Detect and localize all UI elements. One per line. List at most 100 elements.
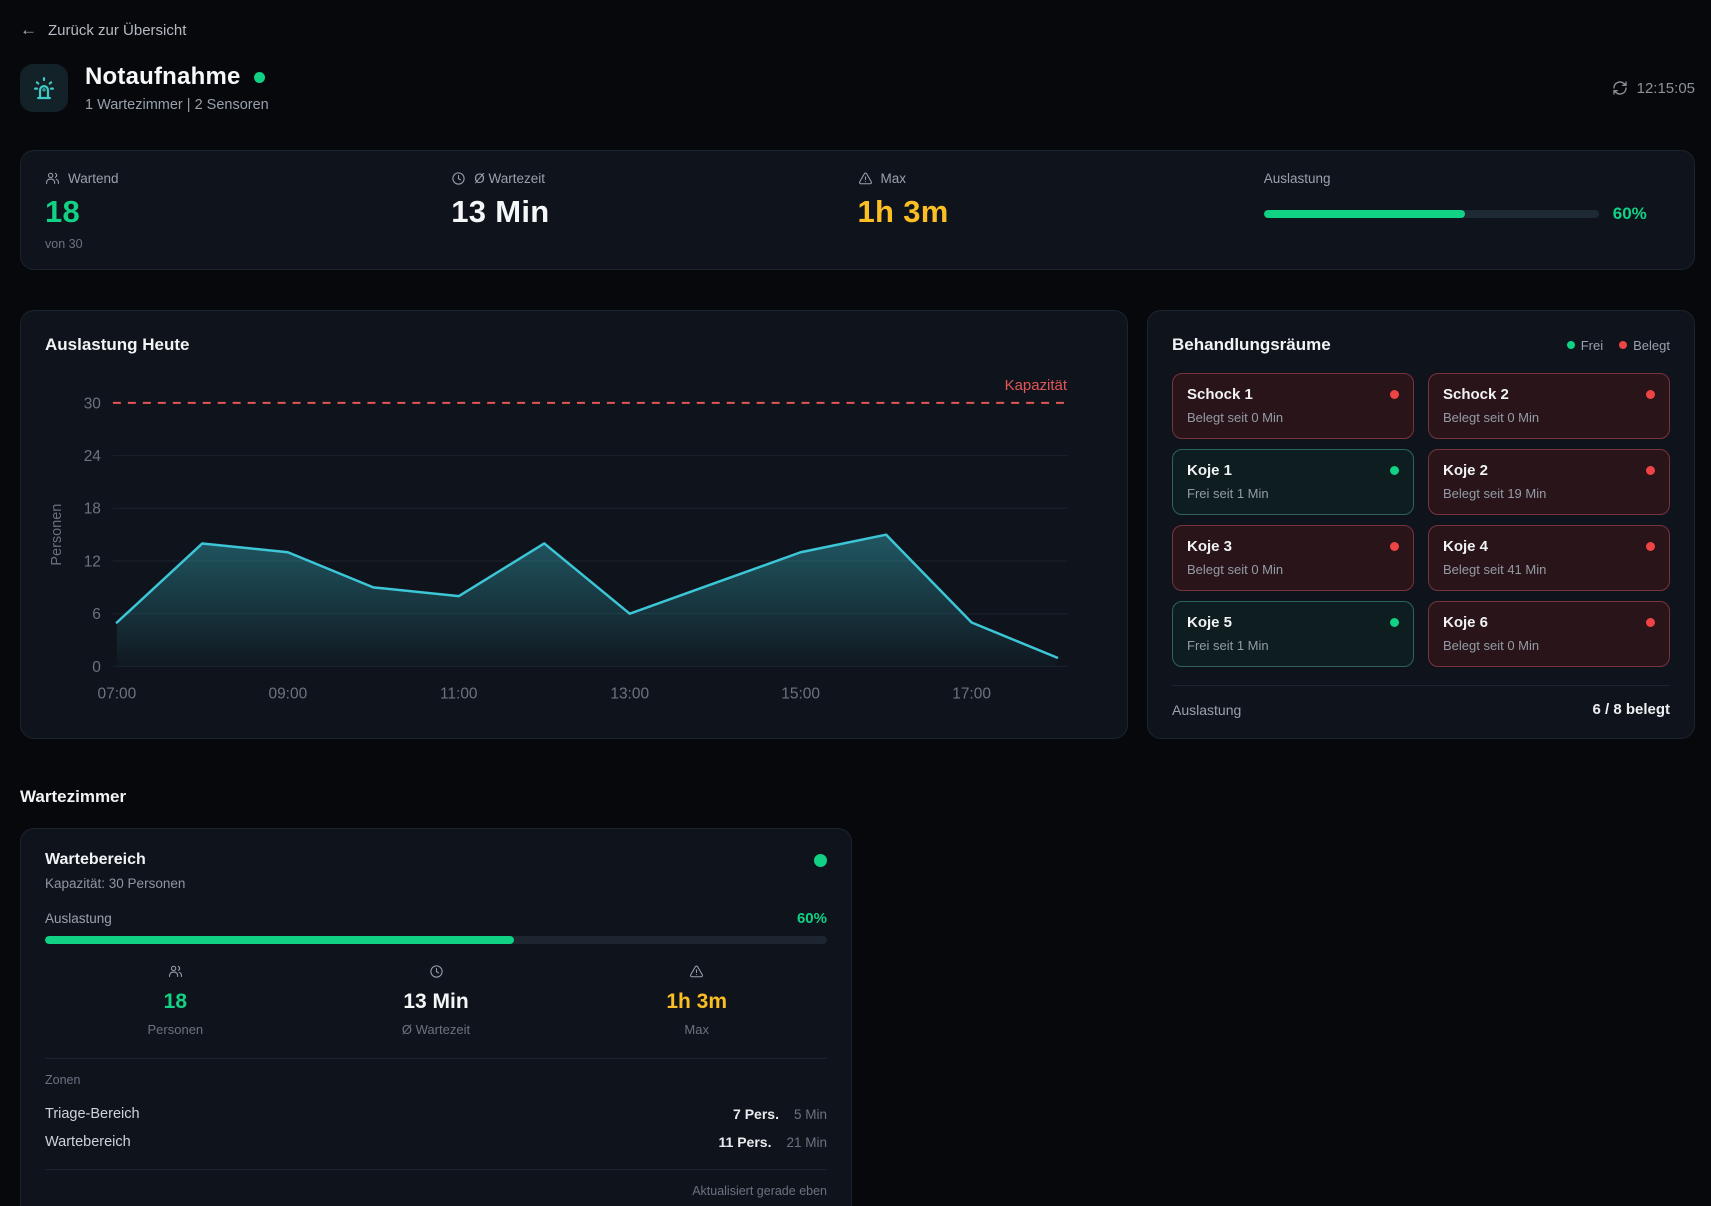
- svg-text:30: 30: [84, 395, 101, 412]
- stats-strip: Wartend 18 von 30 Ø Wartezeit 13 Min Max…: [20, 150, 1695, 270]
- room-card[interactable]: Koje 1 Frei seit 1 Min: [1172, 449, 1414, 515]
- room-name: Koje 3: [1187, 538, 1232, 555]
- siren-icon: [20, 64, 68, 112]
- legend-free-label: Frei: [1581, 338, 1603, 353]
- svg-text:0: 0: [92, 659, 101, 676]
- stat-value-avg-wait: 13 Min: [451, 194, 857, 230]
- room-name: Koje 2: [1443, 462, 1488, 479]
- emergency-room-dashboard: ← Zurück zur Übersicht Notaufnahme: [0, 0, 1711, 1206]
- zones-label: Zonen: [45, 1073, 827, 1087]
- svg-text:15:00: 15:00: [781, 685, 820, 702]
- waiting-status-dot: [814, 854, 827, 867]
- room-status-text: Frei seit 1 Min: [1187, 486, 1399, 501]
- room-card[interactable]: Koje 6 Belegt seit 0 Min: [1428, 601, 1670, 667]
- stat-label: Ø Wartezeit: [474, 171, 545, 186]
- stat-value-waiting: 18: [45, 194, 451, 230]
- zone-row: Wartebereich 11 Pers. 21 Min: [45, 1128, 827, 1156]
- svg-text:18: 18: [84, 501, 101, 518]
- room-status-text: Belegt seit 0 Min: [1187, 410, 1399, 425]
- waiting-stat-value: 13 Min: [306, 990, 567, 1014]
- zone-persons: 7 Pers.: [733, 1106, 779, 1122]
- warning-icon: [858, 171, 873, 186]
- rooms-grid: Schock 1Belegt seit 0 MinSchock 2Belegt …: [1172, 373, 1670, 667]
- room-name: Koje 4: [1443, 538, 1488, 555]
- room-status-text: Belegt seit 41 Min: [1443, 562, 1655, 577]
- stat-waiting: Wartend 18 von 30: [45, 171, 451, 251]
- back-link-label: Zurück zur Übersicht: [48, 22, 186, 39]
- svg-text:24: 24: [84, 448, 102, 465]
- zone-persons: 11 Pers.: [719, 1134, 772, 1150]
- rooms-panel-title: Behandlungsräume: [1172, 335, 1331, 355]
- room-card[interactable]: Koje 2 Belegt seit 19 Min: [1428, 449, 1670, 515]
- page-title: Notaufnahme: [85, 63, 241, 91]
- page-header: Notaufnahme 1 Wartezimmer | 2 Sensoren 1…: [20, 63, 1695, 113]
- svg-text:17:00: 17:00: [952, 685, 991, 702]
- svg-text:11:00: 11:00: [440, 685, 478, 702]
- stat-label: Wartend: [68, 171, 119, 186]
- chart-title: Auslastung Heute: [45, 335, 1103, 355]
- people-icon: [45, 171, 60, 186]
- zone-wait: 5 Min: [794, 1107, 827, 1122]
- waiting-stat-label: Max: [566, 1022, 827, 1037]
- svg-text:Kapazität: Kapazität: [1005, 377, 1068, 394]
- waiting-section-title: Wartezimmer: [20, 787, 1695, 807]
- waiting-card-title: Wartebereich: [45, 851, 146, 869]
- room-status-dot: [1390, 618, 1399, 627]
- waiting-stat-label: Ø Wartezeit: [306, 1022, 567, 1037]
- room-name: Koje 6: [1443, 614, 1488, 631]
- room-name: Koje 5: [1187, 614, 1232, 631]
- room-status-dot: [1390, 390, 1399, 399]
- stat-utilization: Auslastung 60%: [1264, 171, 1670, 251]
- updated-timestamp: Aktualisiert gerade eben: [45, 1169, 827, 1198]
- room-name: Koje 1: [1187, 462, 1232, 479]
- stat-sub: von 30: [45, 237, 451, 251]
- room-name: Schock 1: [1187, 386, 1253, 403]
- svg-text:12: 12: [84, 553, 101, 570]
- page-subtitle: 1 Wartezimmer | 2 Sensoren: [85, 97, 269, 113]
- room-name: Schock 2: [1443, 386, 1509, 403]
- stat-label: Auslastung: [1264, 171, 1331, 186]
- zone-name: Triage-Bereich: [45, 1106, 140, 1122]
- room-card[interactable]: Koje 5 Frei seit 1 Min: [1172, 601, 1414, 667]
- stat-label: Max: [881, 171, 907, 186]
- room-status-text: Belegt seit 0 Min: [1443, 638, 1655, 653]
- back-arrow-icon: ←: [20, 20, 37, 40]
- rooms-footer-label: Auslastung: [1172, 702, 1241, 718]
- waiting-utilization-label: Auslastung: [45, 911, 112, 926]
- rooms-legend: Frei Belegt: [1567, 338, 1670, 353]
- clock-icon: [429, 964, 444, 979]
- room-status-dot: [1646, 390, 1655, 399]
- waiting-utilization-percent: 60%: [797, 910, 827, 927]
- rooms-footer-value: 6 / 8 belegt: [1592, 701, 1670, 718]
- room-status-text: Frei seit 1 Min: [1187, 638, 1399, 653]
- back-link[interactable]: ← Zurück zur Übersicht: [20, 20, 186, 40]
- room-card[interactable]: Koje 3Belegt seit 0 Min: [1172, 525, 1414, 591]
- stat-value-max: 1h 3m: [858, 194, 1264, 230]
- utilization-progressbar: [1264, 210, 1599, 218]
- svg-text:13:00: 13:00: [610, 685, 649, 702]
- zone-wait: 21 Min: [786, 1135, 827, 1150]
- waiting-stat-max: 1h 3m Max: [566, 964, 827, 1037]
- waiting-area-card: Wartebereich Kapazität: 30 Personen Ausl…: [20, 828, 852, 1206]
- waiting-stat-persons: 18 Personen: [45, 964, 306, 1037]
- waiting-stat-value: 1h 3m: [566, 990, 827, 1014]
- status-dot: [254, 72, 265, 83]
- room-card[interactable]: Schock 2Belegt seit 0 Min: [1428, 373, 1670, 439]
- waiting-progressbar: [45, 936, 827, 944]
- stat-max: Max 1h 3m: [858, 171, 1264, 251]
- room-card[interactable]: Koje 4 Belegt seit 41 Min: [1428, 525, 1670, 591]
- zone-name: Wartebereich: [45, 1134, 131, 1150]
- refresh-icon[interactable]: [1612, 80, 1628, 96]
- room-status-text: Belegt seit 19 Min: [1443, 486, 1655, 501]
- zone-row: Triage-Bereich 7 Pers. 5 Min: [45, 1100, 827, 1128]
- legend-occupied-label: Belegt: [1633, 338, 1670, 353]
- room-card[interactable]: Schock 1 Belegt seit 0 Min: [1172, 373, 1414, 439]
- stat-avg-wait: Ø Wartezeit 13 Min: [451, 171, 857, 251]
- utilization-chart-panel: Auslastung Heute 0612182430KapazitätPers…: [20, 310, 1128, 739]
- waiting-stat-label: Personen: [45, 1022, 306, 1037]
- waiting-stat-value: 18: [45, 990, 306, 1014]
- legend-occupied-dot: [1619, 341, 1627, 349]
- waiting-stat-avg-wait: 13 Min Ø Wartezeit: [306, 964, 567, 1037]
- svg-text:Personen: Personen: [49, 504, 65, 566]
- utilization-percent: 60%: [1613, 204, 1647, 224]
